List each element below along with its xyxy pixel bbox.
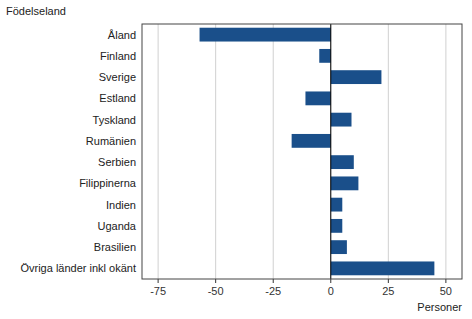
category-label: Finland [100,50,136,62]
tick-label: 25 [382,285,394,297]
bars [200,28,435,276]
tick-label: -75 [150,285,166,297]
grid-line [158,24,159,279]
tick-mark [330,279,331,283]
bar [200,28,331,42]
bar [331,219,343,233]
grid-line [273,24,274,279]
category-label: Filippinerna [79,177,137,189]
category-label: Åland [108,29,136,41]
grid-line [330,24,331,279]
tick-mark [445,279,446,283]
tick-label: 50 [440,285,452,297]
plot-frame [142,24,462,279]
bar [331,113,352,127]
category-label: Serbien [98,156,136,168]
category-label: Indien [106,199,136,211]
category-label: Brasilien [94,241,136,253]
bar [331,198,343,212]
chart-container: -75 -50 -25 0 25 50 Åland Finland Sverige Estland… [0,0,472,319]
chart: -75 -50 -25 0 25 50 Åland Finland Sverige Estland… [0,0,472,319]
category-label: Övriga länder inkl okänt [20,262,136,274]
bar [331,155,354,169]
grid-line [215,24,216,279]
bar [319,49,331,63]
bar [331,240,347,254]
tick-label: 0 [328,285,334,297]
tick-mark [215,279,216,283]
bar [331,70,382,84]
bar [305,91,330,105]
zero-line [330,24,331,279]
bar [331,176,359,190]
tick-label: -50 [208,285,224,297]
tick-mark [388,279,389,283]
category-label: Rumänien [86,135,136,147]
bar [331,261,435,275]
bar [292,134,331,148]
tick-label: -25 [265,285,281,297]
category-label: Sverige [99,71,136,83]
y-axis-label: Födelseland [6,5,66,17]
grid-line [445,24,446,279]
x-axis-label: Personer [417,301,462,313]
grid [158,24,446,279]
category-label: Estland [99,92,136,104]
category-label: Tyskland [93,114,136,126]
tick-mark [273,279,274,283]
tick-mark [158,279,159,283]
grid-line [388,24,389,279]
category-label: Uganda [97,220,136,232]
